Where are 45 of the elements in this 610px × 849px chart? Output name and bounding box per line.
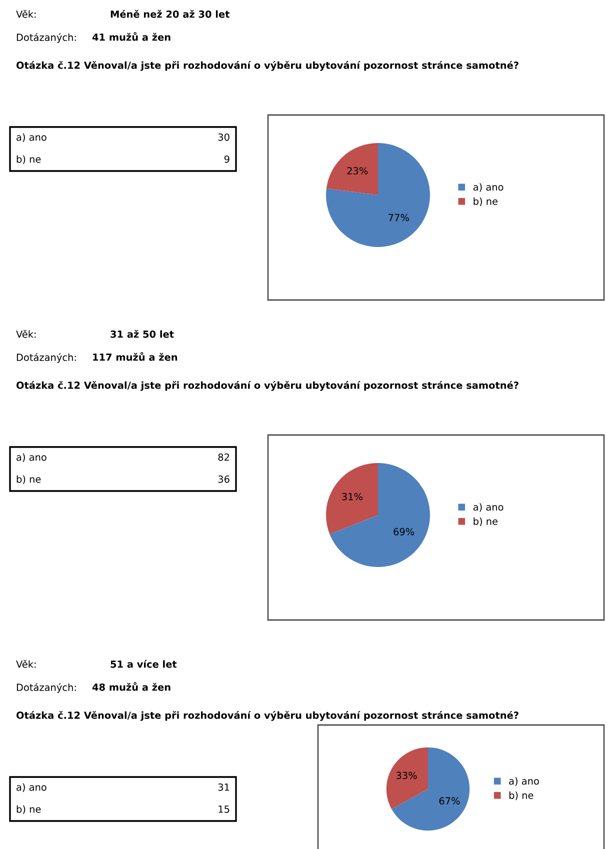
text: 9 [224,155,230,163]
text: b) ne [16,805,41,814]
text: a) ano [16,133,46,142]
data-label: 69% [394,528,414,536]
text: 51 a více let [110,660,177,668]
text: Dotázaných: [16,353,76,363]
text: a) ano [16,783,46,792]
text: 82 [218,453,230,461]
legend-label: a) ano [509,777,539,786]
legend-label: b) ne [474,197,498,206]
data-label: 31% [342,492,362,500]
text: Věk: [16,330,36,338]
text: 41 mužů a žen [92,32,170,41]
data-label: 67% [439,797,460,805]
text: 15 [218,806,230,813]
pie-slice [326,463,378,534]
text: 36 [218,475,230,483]
text: Méně než 20 až 30 let [110,10,230,18]
text: a) ano [16,453,46,462]
text: 31 [218,783,230,791]
text: b) ne [16,475,41,484]
text: 48 mužů a žen [92,682,170,691]
legend-label: b) ne [509,791,534,800]
legend-label: a) ano [473,183,504,192]
pie-slice [326,143,430,247]
text: Věk: [16,660,36,668]
pie-slice [392,747,470,831]
text: 30 [218,133,230,141]
pie-slice [330,463,430,567]
chart-title: Otázka č.12 Věnoval/a jste při rozhodování o výběru ubytování pozornost stránce samotné? [16,61,518,71]
data-label: 33% [396,772,417,780]
data-label: 77% [388,214,409,222]
legend-label: a) ano [473,503,504,512]
text: 31 až 50 let [110,330,174,338]
text: b) ne [16,155,41,164]
legend-label: b) ne [474,517,498,526]
text: Dotázaných: [16,33,76,43]
chart-title: Otázka č.12 Věnoval/a jste při rozhodování o výběru ubytování pozornost stránce samotné? [16,381,518,391]
pie-slice [326,143,378,195]
text: Otázka č.12 Věnoval/a jste při rozhodování o výběru ubytování pozornost stránce samotné? [16,711,518,721]
data-label: 23% [347,167,368,174]
text: Věk: [16,10,36,18]
text: Dotázaných: [16,683,76,693]
pie-slice [386,747,428,810]
text: 117 mužů a žen [93,352,178,361]
